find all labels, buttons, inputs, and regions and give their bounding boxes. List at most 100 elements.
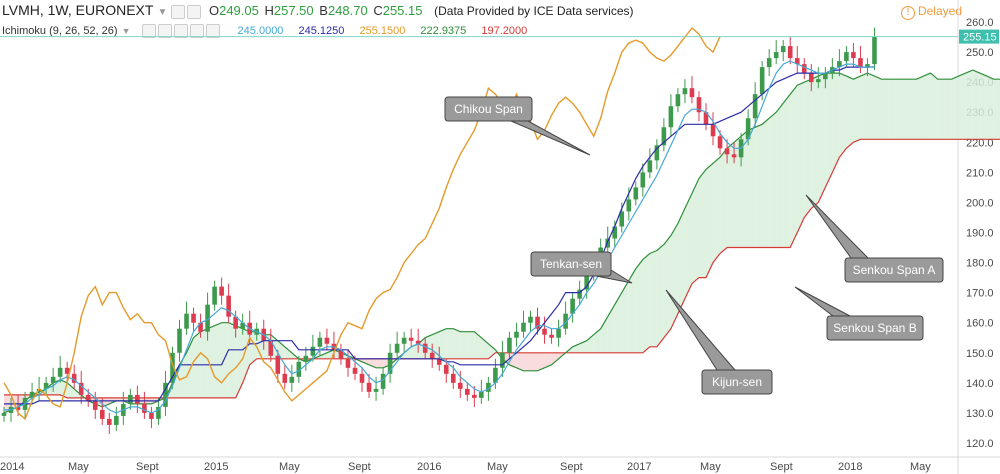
candle-body: [156, 406, 161, 419]
candle-body: [149, 412, 154, 419]
candle-body: [682, 88, 688, 95]
symbol-label[interactable]: LVMH, 1W, EURONEXT: [2, 2, 154, 18]
candle-body: [436, 358, 442, 365]
close-label: C: [373, 3, 383, 18]
x-tick-label: 2015: [204, 461, 228, 473]
indicator-more-icon[interactable]: [190, 24, 205, 38]
cloud-segment: [811, 76, 819, 209]
candle-body: [458, 382, 463, 389]
candle-body: [472, 394, 477, 398]
candle-body: [837, 61, 842, 68]
chikou-value: 255.1500: [359, 24, 406, 37]
cloud-segment: [720, 148, 728, 254]
candle-body: [184, 313, 189, 329]
cloud-segment: [439, 328, 447, 359]
cloud-segment: [460, 331, 468, 359]
candle-body: [507, 337, 512, 353]
visibility-icon[interactable]: [171, 4, 186, 19]
candle-body: [731, 154, 737, 158]
cloud-segment: [839, 73, 847, 158]
indicator-close-icon[interactable]: [174, 24, 189, 38]
candle-body: [408, 337, 414, 341]
cloud-segment: [411, 343, 419, 359]
cloud-segment: [748, 127, 756, 248]
symbol-dropdown-icon[interactable]: ▼: [157, 7, 168, 18]
indicator-name[interactable]: Ichimoku (9, 26, 52, 26): [2, 24, 118, 37]
callout-senkou-span-b-pointer: [794, 286, 851, 317]
candle-body: [633, 187, 639, 200]
candle-body: [556, 328, 561, 338]
candle-body: [43, 382, 49, 389]
senkou-a-value: 222.9375: [420, 24, 467, 37]
candle-body: [64, 367, 70, 374]
candle-body: [752, 94, 758, 119]
cloud-segment: [60, 379, 68, 398]
candle-body: [289, 376, 295, 383]
low-label: B: [319, 3, 328, 18]
candle-body: [212, 286, 217, 305]
candle-body: [844, 52, 849, 62]
cloud-segment: [586, 334, 594, 353]
candle-body: [373, 388, 379, 392]
indicator-legend: Ichimoku (9, 26, 52, 26) ▼ 245.0000 245.1…: [2, 24, 527, 38]
candle-body: [816, 79, 821, 83]
cloud-segment: [867, 73, 875, 140]
candle-body: [240, 322, 245, 329]
candle-body: [296, 361, 302, 377]
candle-body: [851, 52, 856, 59]
indicator-visibility-icon[interactable]: [142, 24, 157, 38]
data-source-note: (Data Provided by ICE Data services): [434, 4, 634, 18]
cloud-segment: [853, 76, 861, 143]
candle-body: [310, 346, 316, 356]
candle-body: [233, 316, 238, 329]
cloud-segment: [902, 79, 910, 140]
candle-body: [450, 373, 456, 383]
cloud-segment: [635, 259, 643, 353]
candle-body: [198, 322, 203, 332]
candle-body: [219, 286, 224, 296]
kijun-value: 245.1250: [298, 24, 345, 37]
cloud-segment: [621, 280, 629, 353]
candle-body: [36, 388, 42, 392]
candle-body: [675, 94, 681, 107]
y-tick-label: 130.0: [966, 408, 994, 420]
cloud-segment: [670, 223, 678, 329]
callout-kijun-sen-box: [701, 369, 773, 395]
cloud-segment: [516, 352, 524, 371]
cloud-segment: [649, 250, 657, 347]
y-tick-label: 260.0: [966, 17, 994, 29]
candle-body: [528, 316, 533, 323]
cloud-segment: [663, 235, 671, 338]
candle-body: [493, 367, 498, 383]
candle-body: [542, 328, 547, 335]
candle-body: [1, 412, 7, 416]
cloud-segment: [214, 322, 222, 398]
settings-icon[interactable]: [187, 4, 202, 19]
cloud-segment: [916, 76, 924, 140]
cloud-segment: [474, 331, 482, 359]
candle-body: [57, 367, 63, 377]
candle-body: [535, 316, 540, 329]
indicator-extra-icon[interactable]: [206, 24, 221, 38]
cloud-segment: [713, 157, 721, 263]
cloud-segment: [319, 352, 327, 359]
cloud-segment: [755, 124, 763, 248]
cloud-segment: [207, 325, 215, 398]
indicator-dropdown-icon[interactable]: ▼: [121, 25, 131, 36]
candle-body: [380, 373, 386, 389]
candle-body: [226, 295, 231, 317]
candle-body: [521, 322, 526, 332]
callout-senkou-span-b-label: Senkou Span B: [833, 321, 916, 335]
cloud-segment: [467, 331, 475, 359]
x-tick-label: May: [279, 461, 300, 473]
delayed-badge[interactable]: ! Delayed: [900, 4, 962, 20]
y-tick-label: 200.0: [966, 197, 994, 209]
cloud-segment: [860, 73, 868, 140]
indicator-settings-icon[interactable]: [158, 24, 173, 38]
cloud-segment: [551, 352, 559, 365]
candle-body: [177, 328, 182, 353]
candle-body: [268, 340, 274, 356]
candle-body: [401, 337, 407, 344]
chikou-span-line: [3, 26, 721, 421]
